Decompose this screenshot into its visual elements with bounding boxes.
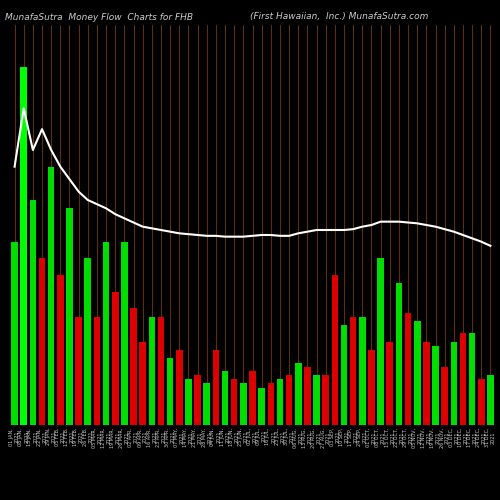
Bar — [38, 258, 46, 425]
Bar — [158, 316, 164, 425]
Bar — [276, 379, 283, 425]
Bar — [487, 375, 494, 425]
Bar — [450, 342, 457, 425]
Bar — [84, 258, 91, 425]
Bar — [340, 325, 347, 425]
Bar — [368, 350, 375, 425]
Bar — [167, 358, 173, 425]
Bar — [314, 375, 320, 425]
Bar — [185, 379, 192, 425]
Text: (First Hawaiian,  Inc.) MunafaSutra.com: (First Hawaiian, Inc.) MunafaSutra.com — [250, 12, 428, 22]
Bar — [359, 316, 366, 425]
Bar — [460, 334, 466, 425]
Bar — [322, 375, 329, 425]
Bar — [204, 384, 210, 425]
Bar — [258, 388, 265, 425]
Bar — [194, 375, 201, 425]
Bar — [478, 379, 484, 425]
Bar — [350, 316, 356, 425]
Bar — [432, 346, 439, 425]
Bar — [231, 379, 237, 425]
Bar — [20, 66, 27, 425]
Bar — [414, 321, 420, 425]
Bar — [103, 242, 110, 425]
Bar — [76, 316, 82, 425]
Bar — [130, 308, 137, 425]
Bar — [48, 166, 54, 425]
Bar — [268, 384, 274, 425]
Bar — [386, 342, 393, 425]
Bar — [176, 350, 182, 425]
Bar — [249, 371, 256, 425]
Bar — [378, 258, 384, 425]
Bar — [405, 312, 411, 425]
Bar — [469, 334, 476, 425]
Bar — [286, 375, 292, 425]
Bar — [442, 366, 448, 425]
Bar — [121, 242, 128, 425]
Bar — [212, 350, 219, 425]
Bar — [94, 316, 100, 425]
Bar — [222, 371, 228, 425]
Bar — [240, 384, 246, 425]
Bar — [57, 275, 64, 425]
Bar — [304, 366, 310, 425]
Bar — [12, 242, 18, 425]
Text: MunafaSutra  Money Flow  Charts for FHB: MunafaSutra Money Flow Charts for FHB — [5, 12, 193, 22]
Bar — [140, 342, 146, 425]
Bar — [112, 292, 118, 425]
Bar — [295, 362, 302, 425]
Bar — [396, 284, 402, 425]
Bar — [148, 316, 155, 425]
Bar — [332, 275, 338, 425]
Bar — [30, 200, 36, 425]
Bar — [66, 208, 73, 425]
Bar — [423, 342, 430, 425]
